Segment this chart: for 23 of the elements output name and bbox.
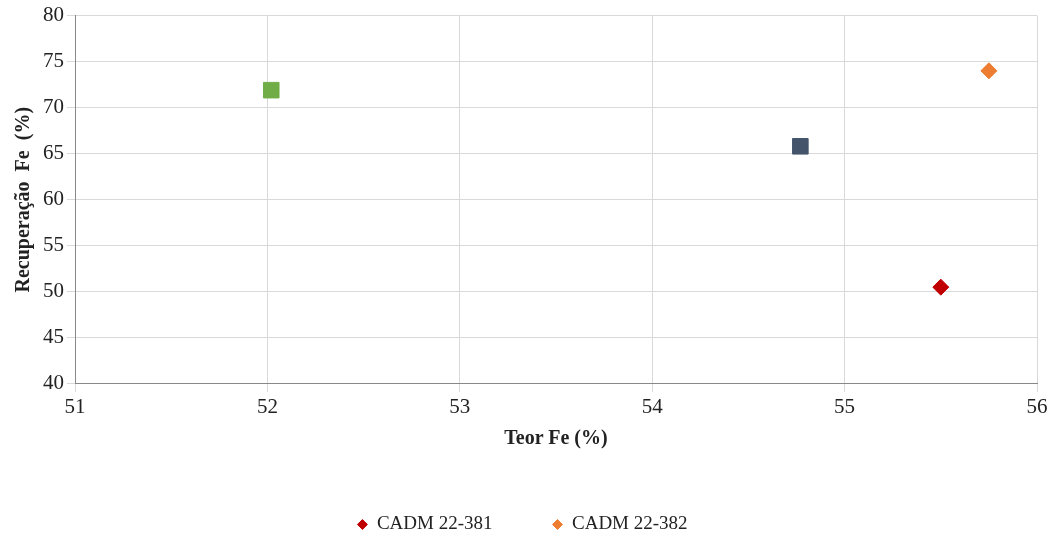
legend-label: CADM 22-381 [376, 512, 493, 534]
point [262, 81, 280, 99]
y-axis-title: Recuperação Fe (%) [11, 106, 35, 293]
y-tick-label: 55 [43, 232, 64, 257]
y-tick-label: 60 [43, 186, 64, 211]
y-tick-label: 80 [43, 2, 64, 27]
y-tick-label: 65 [43, 140, 64, 165]
legend-label: CADM 22-382 [572, 512, 688, 534]
x-tick-label: 53 [449, 393, 471, 418]
x-tick-label: 55 [834, 393, 856, 418]
x-tick-label: 51 [64, 393, 86, 418]
y-tick-label: 40 [43, 370, 64, 395]
y-tick-label: 70 [43, 94, 64, 119]
x-axis-title: Teor Fe (%) [504, 426, 608, 450]
x-tick-label: 54 [641, 393, 664, 418]
x-tick-label: 56 [1026, 393, 1048, 418]
point [932, 278, 950, 296]
point [792, 138, 809, 155]
x-tick-label: 52 [256, 393, 278, 418]
point [980, 62, 998, 80]
y-tick-label: 75 [43, 48, 64, 73]
y-tick-label: 45 [43, 324, 64, 349]
y-tick-label: 50 [43, 278, 64, 303]
